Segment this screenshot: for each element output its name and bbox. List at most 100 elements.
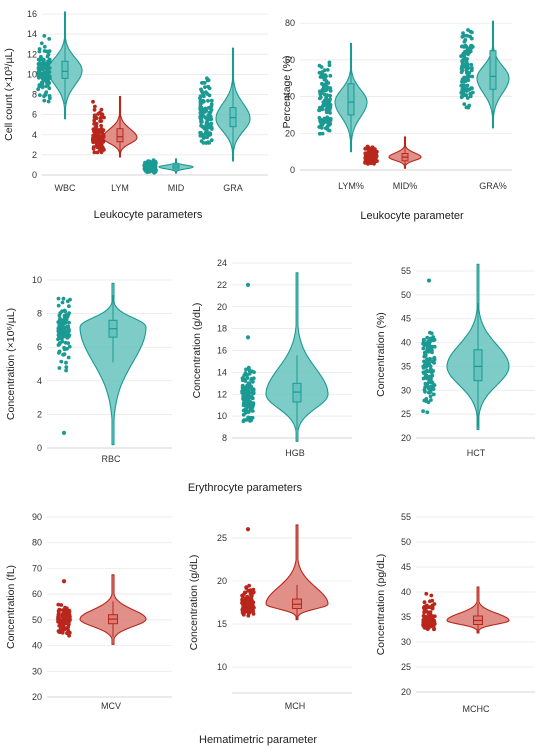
data-point-mch — [251, 609, 255, 614]
y-tick-label: 25 — [401, 662, 411, 672]
data-point-mchc — [430, 614, 435, 618]
data-point-wbc — [40, 65, 44, 69]
data-point-gra — [202, 99, 206, 104]
data-point-lym — [94, 134, 99, 139]
y-tick-label: 40 — [285, 92, 295, 102]
y-tick-label: 15 — [217, 619, 227, 629]
data-point-mchc — [427, 605, 432, 609]
data-point-mchc — [428, 599, 432, 604]
data-point-hgb — [244, 388, 248, 392]
data-point-hgb — [240, 384, 245, 388]
y-tick-label: 30 — [401, 637, 411, 647]
data-point-mchc — [422, 600, 427, 605]
data-point-mch — [245, 606, 250, 611]
data-point-mch — [244, 603, 248, 607]
data-point-hgb — [246, 410, 251, 414]
data-point-mid-pct — [366, 159, 371, 164]
data-point-gra-pct — [462, 102, 467, 106]
data-point-mchc — [424, 624, 429, 628]
y-tick-label: 40 — [32, 641, 42, 651]
data-point-rbc — [64, 360, 68, 365]
y-tick-label: 20 — [217, 302, 227, 312]
data-point-rbc — [61, 296, 66, 301]
data-point-wbc — [43, 66, 48, 70]
data-point-gra — [206, 78, 211, 83]
y-tick-label: 8 — [32, 90, 37, 100]
data-point-hct — [431, 335, 436, 339]
data-point-hct — [425, 343, 430, 347]
data-point-gra — [200, 90, 205, 95]
data-point-lym-pct — [318, 95, 323, 100]
data-point-wbc — [37, 47, 42, 51]
data-point-mid — [145, 162, 150, 167]
group-label-leukocyte-left: Leukocyte parameters — [94, 209, 203, 221]
data-point-hgb — [243, 371, 248, 375]
data-point-gra — [198, 99, 203, 104]
data-point-lym — [92, 118, 97, 123]
chart-mch: 10 15 20 25 Concentration (g/dL) MCH — [188, 524, 352, 711]
data-point-gra — [204, 90, 208, 95]
y-tick-label: 16 — [217, 346, 227, 356]
data-point-gra — [203, 85, 207, 89]
chart-leuko-count: 0 2 4 6 8 10 12 14 16 Cell count (×10³/µL) WBC LYM M… — [3, 9, 268, 193]
y-axis-label: Concentration (g/dL) — [191, 303, 203, 399]
data-point-lym — [95, 145, 100, 150]
box-lym — [116, 128, 124, 143]
data-point-gra — [204, 128, 209, 133]
y-tick-label: 2 — [32, 150, 37, 160]
data-point-wbc — [39, 54, 43, 59]
data-point-mch — [241, 592, 246, 597]
data-point-mid-pct — [367, 155, 372, 160]
y-tick-label: 0 — [32, 170, 37, 180]
data-point-wbc — [39, 41, 44, 46]
data-point-hgb — [250, 396, 255, 401]
data-point-wbc — [36, 66, 41, 70]
data-point-mcv — [58, 620, 62, 625]
data-point-hct — [424, 361, 429, 366]
y-tick-label: 2 — [37, 409, 42, 419]
y-tick-label: 14 — [217, 367, 227, 377]
data-point-rbc — [59, 359, 64, 364]
data-point-rbc — [63, 327, 67, 332]
data-point-gra — [200, 109, 205, 113]
data-point-hct — [422, 338, 426, 342]
data-point-lym — [98, 144, 103, 148]
data-point-hgb — [246, 393, 251, 398]
data-point-mchc — [432, 627, 437, 631]
data-point-hct — [422, 354, 427, 359]
data-point-lym — [99, 114, 104, 119]
data-point-gra-pct — [469, 68, 474, 73]
data-point-wbc — [46, 99, 51, 104]
data-point-mcv — [67, 633, 71, 638]
data-point-wbc — [42, 70, 46, 75]
data-point-lym-pct — [328, 86, 333, 90]
data-point-hct — [425, 368, 429, 373]
data-point-hct — [426, 400, 431, 405]
x-tick-label-mid: MID — [168, 183, 185, 193]
y-axis-label: Concentration (fL) — [5, 565, 17, 649]
data-point-hgb — [246, 365, 251, 370]
data-point-mid-pct — [374, 155, 378, 160]
data-point-mchc — [432, 621, 436, 626]
data-point-gra-pct — [459, 66, 464, 71]
data-point-mid — [146, 165, 150, 170]
data-point-mch — [246, 588, 251, 593]
data-point-lym — [92, 108, 97, 112]
data-point-hgb — [241, 412, 246, 417]
y-tick-label: 20 — [32, 692, 42, 702]
data-point-gra-pct — [469, 86, 473, 91]
data-point-mchc — [422, 608, 427, 613]
data-point-gra — [202, 81, 207, 85]
data-point-lym-pct — [320, 73, 324, 77]
data-point-mid-pct — [364, 153, 368, 158]
x-tick-label-wbc: WBC — [55, 183, 76, 193]
y-tick-label: 50 — [401, 537, 411, 547]
data-point-hct — [424, 397, 429, 401]
data-point-hct — [432, 355, 437, 360]
data-point-gra-pct — [466, 105, 471, 110]
data-point-mcv — [58, 630, 62, 634]
data-point-mchc — [428, 610, 433, 614]
data-point-rbc — [63, 340, 68, 345]
group-label-hematimetric: Hematimetric parameter — [199, 734, 317, 746]
data-point-lym — [98, 119, 102, 123]
